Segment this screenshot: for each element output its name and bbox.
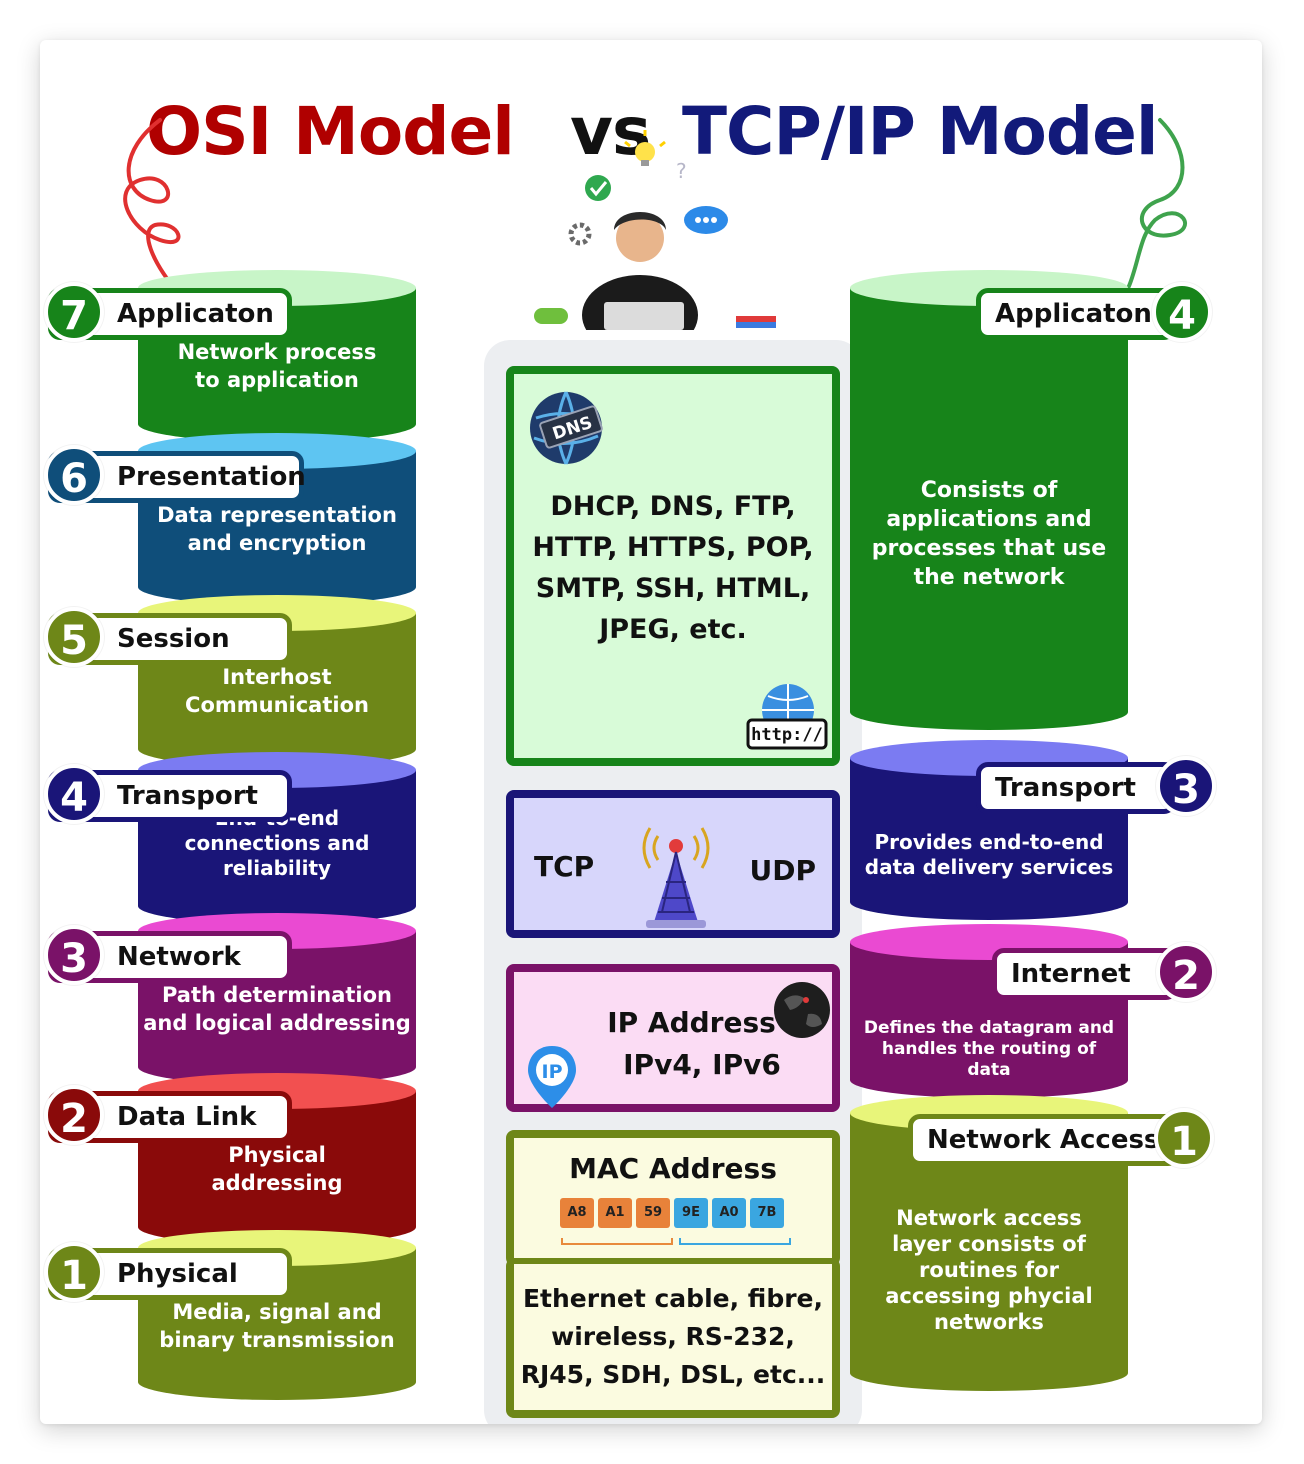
layer-name-label: Transport xyxy=(976,762,1176,814)
physical-media-text: Ethernet cable, fibre, wireless, RS-232,… xyxy=(520,1284,826,1389)
http-label: http:// xyxy=(751,725,823,745)
layer-name-label: Internet xyxy=(992,948,1178,1000)
layer-number-badge: 2 xyxy=(44,1085,104,1145)
layer-description: Data representation and encryption xyxy=(157,503,397,555)
layer-description: Path determination and logical addressin… xyxy=(143,983,411,1035)
mac-byte: 7B xyxy=(750,1198,784,1228)
application-protocols-panel: DNS DHCP, DNS, FTP, HTTP, HTTPS, POP, SM… xyxy=(506,366,840,766)
lightbulb-icon xyxy=(624,130,666,166)
mac-address-bytes: A8 A1 59 9E A0 7B xyxy=(560,1198,784,1228)
ip-address-text: IP Address : IPv4, IPv6 xyxy=(607,1006,797,1081)
gear-icon xyxy=(568,222,592,246)
network-protocols-panel: IP Address : IPv4, IPv6 IP xyxy=(506,964,840,1112)
tcp-label: TCP xyxy=(534,850,595,883)
http-globe-icon: http:// xyxy=(746,684,828,750)
mac-byte: 59 xyxy=(636,1198,670,1228)
mac-address-title: MAC Address xyxy=(569,1152,777,1185)
mac-address-brackets xyxy=(561,1238,791,1245)
title-tcpip: TCP/IP Model xyxy=(682,93,1158,170)
antenna-tower-icon xyxy=(642,827,710,928)
layer-name-label: Applicaton xyxy=(976,288,1176,340)
layer-description: Media, signal and binary transmission xyxy=(159,1300,395,1352)
ip-pin-icon: IP xyxy=(528,1046,576,1108)
transport-protocols-panel: TCP UDP xyxy=(506,790,840,938)
mac-byte: 9E xyxy=(674,1198,708,1228)
ip-label: IP xyxy=(542,1061,563,1083)
layer-description: Network process to application xyxy=(177,340,377,392)
layer-description: Provides end-to-end data delivery servic… xyxy=(864,830,1114,879)
layer-number-badge: 6 xyxy=(44,445,104,505)
dns-globe-icon: DNS xyxy=(530,391,603,465)
layer-number-badge: 1 xyxy=(44,1242,104,1302)
cylinder-body xyxy=(850,288,1128,712)
udp-label: UDP xyxy=(749,854,817,887)
earth-icon xyxy=(774,982,830,1038)
layer-description: Physical addressing xyxy=(211,1143,343,1195)
mac-byte: A1 xyxy=(598,1198,632,1228)
mac-byte: A0 xyxy=(712,1198,746,1228)
person-laptop-icon: ? xyxy=(534,130,776,330)
infographic-card: OSI Model vs TCP/IP Model ? xyxy=(40,40,1262,1424)
layer-number-badge: 4 xyxy=(44,764,104,824)
check-icon xyxy=(585,175,611,201)
layer-number-badge: 7 xyxy=(44,282,104,342)
tcpip-layer-applicaton: Consists of applications and processes t… xyxy=(850,270,1128,730)
layer-number-badge: 3 xyxy=(44,925,104,985)
layer-description: Interhost Communication xyxy=(185,665,369,717)
layer-name-label: Physical xyxy=(48,1248,292,1300)
layer-number-badge: 5 xyxy=(44,607,104,667)
mac-address-panel: MAC Address A8 A1 59 9E A0 7B xyxy=(506,1130,840,1266)
chat-icon xyxy=(684,206,728,234)
layer-number-badge: 3 xyxy=(1156,756,1216,816)
layer-description: Consists of applications and processes t… xyxy=(871,478,1107,590)
physical-media-panel: Ethernet cable, fibre, wireless, RS-232,… xyxy=(506,1258,840,1418)
layer-name-label: Network Access xyxy=(908,1114,1180,1166)
layer-number-badge: 2 xyxy=(1156,942,1216,1002)
title-osi: OSI Model xyxy=(146,93,515,170)
application-protocols-text: DHCP, DNS, FTP, HTTP, HTTPS, POP, SMTP, … xyxy=(532,491,814,645)
mac-byte: A8 xyxy=(560,1198,594,1228)
svg-text:?: ? xyxy=(676,159,687,183)
layer-number-badge: 4 xyxy=(1152,282,1212,342)
layer-description: Defines the datagram and handles the rou… xyxy=(863,1018,1115,1080)
layer-number-badge: 1 xyxy=(1154,1108,1214,1168)
layer-description: Network access layer consists of routine… xyxy=(885,1206,1093,1334)
